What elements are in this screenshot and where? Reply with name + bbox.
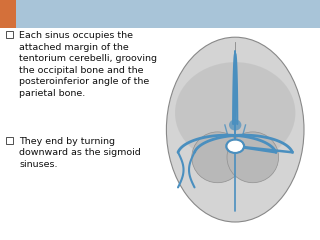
Bar [0,0,16,28]
Text: Each sinus occupies the
attached margin of the
tentorium cerebelli, grooving
the: Each sinus occupies the attached margin … [19,31,157,98]
Ellipse shape [229,120,241,131]
Text: They end by turning
downward as the sigmoid
sinuses.: They end by turning downward as the sigm… [19,137,141,169]
Bar [6,31,13,38]
Ellipse shape [227,132,279,183]
Bar [6,137,13,144]
Ellipse shape [166,37,304,222]
Bar [0,0,320,28]
Circle shape [228,141,242,151]
Ellipse shape [192,132,244,183]
Ellipse shape [175,62,295,164]
